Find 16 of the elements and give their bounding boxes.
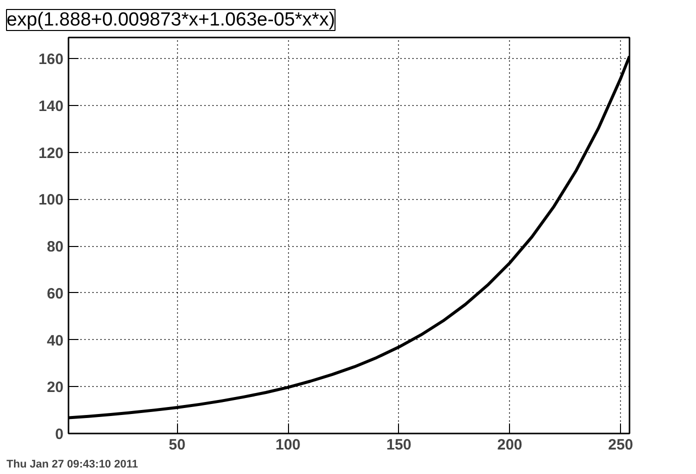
x-tick-label: 200 — [497, 436, 522, 454]
x-tick-label: 250 — [608, 436, 634, 454]
y-tick-label: 120 — [38, 144, 64, 162]
y-tick-label: 160 — [38, 51, 64, 68]
text: Thu Jan 27 09:43:10 2011 — [6, 458, 138, 470]
y-tick-label: 0 — [55, 426, 64, 443]
y-tick-label: 100 — [38, 192, 64, 209]
y-tick-label: 140 — [38, 98, 64, 115]
y-tick-label: 40 — [46, 332, 64, 350]
x-tick-label: 100 — [276, 436, 301, 454]
x-tick-label: 150 — [386, 436, 412, 454]
chart-title: exp(1.888+0.009873*x+1.063e-05*x*x) — [6, 10, 336, 30]
x-tick-label: 50 — [168, 436, 186, 454]
y-tick-label: 20 — [46, 379, 64, 396]
y-tick-label: 80 — [46, 238, 64, 256]
y-tick-label: 60 — [46, 285, 64, 302]
